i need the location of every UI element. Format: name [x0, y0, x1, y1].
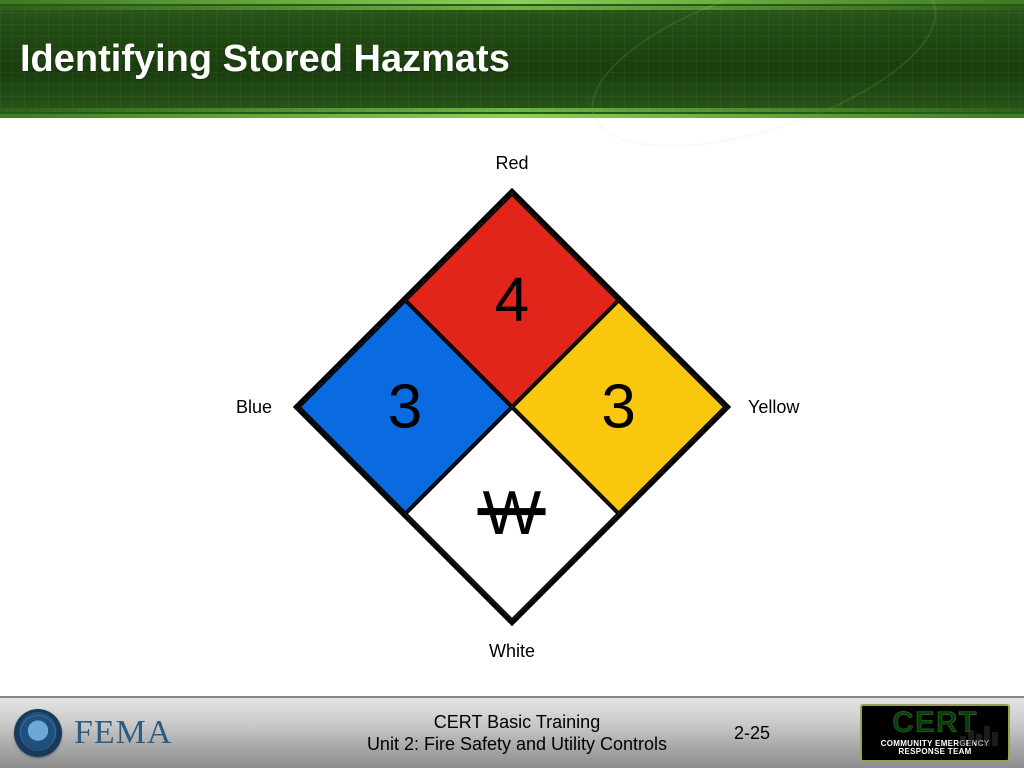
- footer-line2: Unit 2: Fire Safety and Utility Controls: [300, 733, 734, 756]
- diamond-value-red: 4: [495, 265, 529, 336]
- dhs-seal-icon: [14, 709, 62, 757]
- diamond-frame: 4 3 W 3: [293, 188, 731, 626]
- header-stripe: [0, 108, 1024, 112]
- diamond-label-left: Blue: [236, 397, 272, 418]
- slide-title: Identifying Stored Hazmats: [20, 38, 510, 81]
- slide-header: Identifying Stored Hazmats: [0, 0, 1024, 118]
- cert-logo-sub2: RESPONSE TEAM: [898, 748, 971, 756]
- diamond-label-bottom: White: [489, 641, 535, 662]
- cert-logo: CERT COMMUNITY EMERGENCY RESPONSE TEAM: [860, 704, 1010, 762]
- footer-right: CERT COMMUNITY EMERGENCY RESPONSE TEAM: [854, 704, 1024, 762]
- footer-center: CERT Basic Training Unit 2: Fire Safety …: [300, 711, 734, 756]
- cert-logo-text: CERT: [892, 706, 978, 740]
- diamond-value-white: W: [483, 478, 542, 549]
- footer-page-number: 2-25: [734, 723, 854, 744]
- footer-left: FEMA: [0, 709, 300, 757]
- footer-line1: CERT Basic Training: [300, 711, 734, 734]
- header-stripe: [0, 6, 1024, 10]
- slide-footer: FEMA CERT Basic Training Unit 2: Fire Sa…: [0, 696, 1024, 768]
- diamond-label-top: Red: [495, 153, 528, 174]
- header-stripe: [0, 0, 1024, 4]
- fema-logo-text: FEMA: [74, 714, 172, 752]
- diamond-value-blue: 3: [388, 371, 422, 442]
- diamond-value-yellow: 3: [602, 371, 636, 442]
- diamond-label-right: Yellow: [748, 397, 799, 418]
- slide-body: Red Blue Yellow White 4 3 W 3: [0, 118, 1024, 696]
